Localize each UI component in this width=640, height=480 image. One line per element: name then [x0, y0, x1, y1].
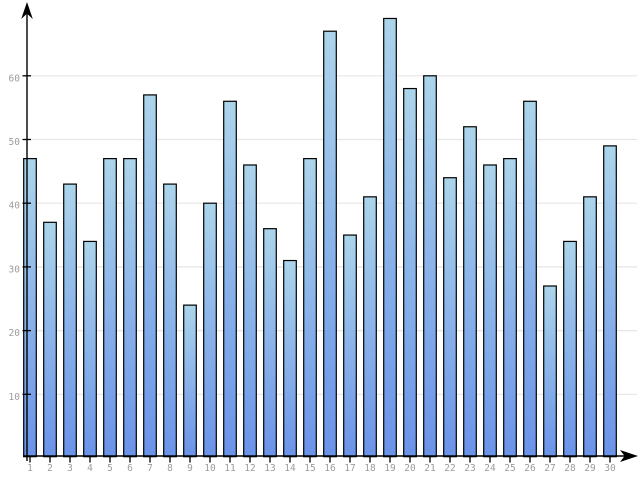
bar-23	[463, 126, 477, 458]
bar-9	[183, 304, 197, 458]
x-tick-label-10: 10	[204, 463, 216, 474]
bar-10	[203, 202, 217, 458]
bar-12	[243, 164, 257, 458]
x-tick-label-14: 14	[284, 463, 296, 474]
bar-27	[543, 285, 557, 458]
bar-14	[283, 259, 297, 458]
y-tick-label-50: 50	[9, 137, 21, 148]
x-axis-arrow-icon	[620, 450, 638, 462]
x-tick-label-29: 29	[584, 463, 596, 474]
y-tick-label-40: 40	[9, 201, 21, 212]
x-tick-label-13: 13	[264, 463, 275, 474]
x-tick-label-12: 12	[244, 463, 255, 474]
x-tick-label-3: 3	[67, 463, 73, 474]
x-tick-label-5: 5	[107, 463, 113, 474]
x-tick-label-22: 22	[444, 463, 455, 474]
bar-19	[383, 17, 397, 458]
x-tick-label-25: 25	[504, 463, 515, 474]
x-tick-label-20: 20	[404, 463, 416, 474]
bar-26	[523, 100, 537, 458]
y-tick-label-10: 10	[9, 392, 21, 403]
y-tick-label-30: 30	[9, 264, 21, 275]
bar-17	[343, 234, 357, 458]
x-tick-label-23: 23	[464, 463, 475, 474]
x-tick-label-18: 18	[364, 463, 376, 474]
bar-3	[63, 183, 77, 458]
bar-21	[423, 75, 437, 458]
x-tick-label-24: 24	[484, 463, 496, 474]
x-tick-label-16: 16	[324, 463, 336, 474]
x-tick-label-15: 15	[304, 463, 315, 474]
bar-2	[43, 221, 57, 458]
x-tick-label-27: 27	[544, 463, 555, 474]
bar-29	[583, 196, 597, 458]
x-tick-label-2: 2	[47, 463, 53, 474]
bar-25	[503, 158, 517, 458]
x-tick-label-11: 11	[224, 463, 236, 474]
bar-16	[323, 30, 337, 458]
bar-22	[443, 177, 457, 458]
x-tick-label-1: 1	[27, 463, 33, 474]
x-tick-label-9: 9	[187, 463, 193, 474]
x-tick-label-21: 21	[424, 463, 436, 474]
x-tick-label-4: 4	[87, 463, 93, 474]
bar-18	[363, 196, 377, 458]
x-tick-label-28: 28	[564, 463, 576, 474]
bar-8	[163, 183, 177, 458]
bar-24	[483, 164, 497, 458]
bar-20	[403, 87, 417, 458]
x-tick-label-17: 17	[344, 463, 355, 474]
y-tick-label-60: 60	[9, 73, 21, 84]
bar-30	[603, 145, 617, 458]
bar-11	[223, 100, 237, 458]
x-tick-label-19: 19	[384, 463, 396, 474]
bar-6	[123, 158, 137, 458]
bar-5	[103, 158, 117, 458]
x-tick-label-6: 6	[127, 463, 133, 474]
x-tick-label-30: 30	[604, 463, 616, 474]
bar-7	[143, 94, 157, 458]
y-axis-arrow-icon	[21, 2, 33, 19]
x-tick-label-7: 7	[147, 463, 153, 474]
bar-15	[303, 158, 317, 458]
y-tick-label-20: 20	[9, 328, 21, 339]
x-tick-label-8: 8	[167, 463, 173, 474]
bar-13	[263, 228, 277, 458]
x-tick-label-26: 26	[524, 463, 536, 474]
bar-4	[83, 240, 97, 458]
bar-28	[563, 240, 577, 458]
